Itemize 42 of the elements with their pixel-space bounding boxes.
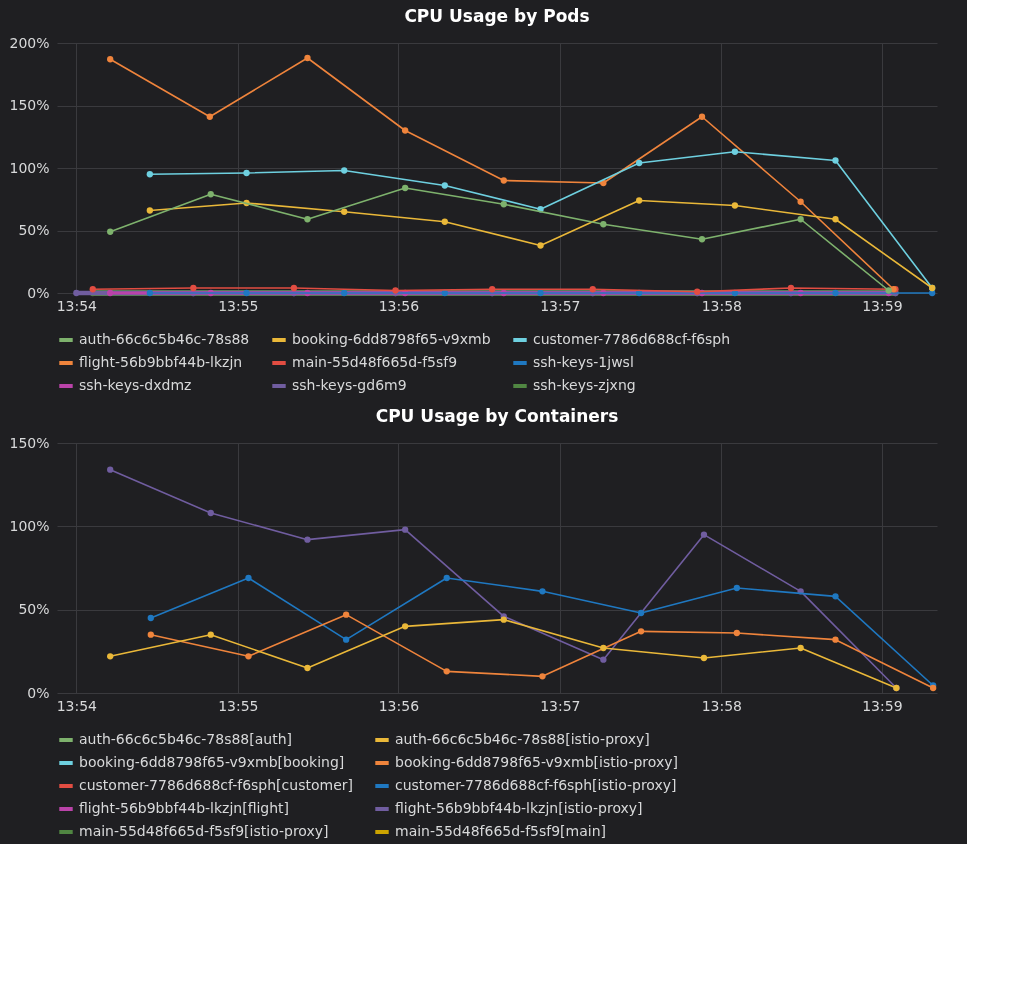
legend-label: ssh-keys-zjxng: [533, 377, 636, 393]
x-tick-label: 13:55: [218, 697, 259, 714]
legend-label: ssh-keys-1jwsl: [533, 354, 634, 370]
x-tick-label: 13:57: [540, 697, 581, 714]
y-tick-label: 50%: [18, 222, 50, 238]
x-tick-label: 13:59: [862, 297, 903, 314]
y-tick-label: 200%: [9, 34, 50, 51]
x-tick-label: 13:54: [56, 697, 98, 714]
legend-label: main-55d48f665d-f5sf9[main]: [395, 823, 607, 839]
legend-label: flight-56b9bbf44b-lkzjn[flight]: [79, 800, 290, 816]
legend-label: main-55d48f665d-f5sf9: [292, 354, 458, 370]
y-tick-label: 100%: [9, 517, 50, 534]
legend-label: auth-66c6c5b46c-78s88: [79, 331, 250, 347]
y-tick-label: 150%: [9, 97, 50, 113]
legend-label: main-55d48f665d-f5sf9[istio-proxy]: [79, 823, 329, 839]
y-tick-label: 0%: [27, 284, 50, 301]
legend-label: booking-6dd8798f65-v9xmb: [292, 331, 491, 347]
legend-label: flight-56b9bbf44b-lkzjn: [79, 354, 243, 370]
legend-label: flight-56b9bbf44b-lkzjn[istio-proxy]: [395, 800, 643, 816]
legend-label: ssh-keys-gd6m9: [292, 377, 407, 393]
x-tick-label: 13:56: [378, 297, 420, 314]
y-tick-label: 50%: [18, 601, 50, 618]
x-tick-label: 13:57: [540, 297, 581, 314]
x-tick-label: 13:56: [378, 697, 420, 714]
legend-label: customer-7786d688cf-f6sph[istio-proxy]: [395, 777, 677, 793]
chart-title: CPU Usage by Containers: [375, 406, 619, 426]
x-tick-label: 13:59: [862, 697, 903, 714]
x-tick-label: 13:55: [218, 297, 259, 314]
y-tick-label: 0%: [27, 684, 50, 701]
y-tick-label: 150%: [9, 434, 50, 451]
legend-label: customer-7786d688cf-f6sph[customer]: [79, 777, 353, 793]
x-tick-label: 13:58: [701, 297, 743, 314]
legend-label: auth-66c6c5b46c-78s88[istio-proxy]: [395, 731, 650, 747]
legend-label: booking-6dd8798f65-v9xmb[booking]: [79, 754, 345, 770]
legend-label: auth-66c6c5b46c-78s88[auth]: [79, 731, 293, 747]
chart-title: CPU Usage by Pods: [404, 6, 590, 26]
x-tick-label: 13:58: [701, 697, 743, 714]
legend-label: booking-6dd8798f65-v9xmb[istio-proxy]: [395, 754, 678, 770]
x-tick-label: 13:54: [56, 297, 98, 314]
legend-label: ssh-keys-dxdmz: [79, 377, 192, 393]
legend-label: customer-7786d688cf-f6sph: [533, 331, 731, 347]
y-tick-label: 100%: [9, 159, 50, 176]
